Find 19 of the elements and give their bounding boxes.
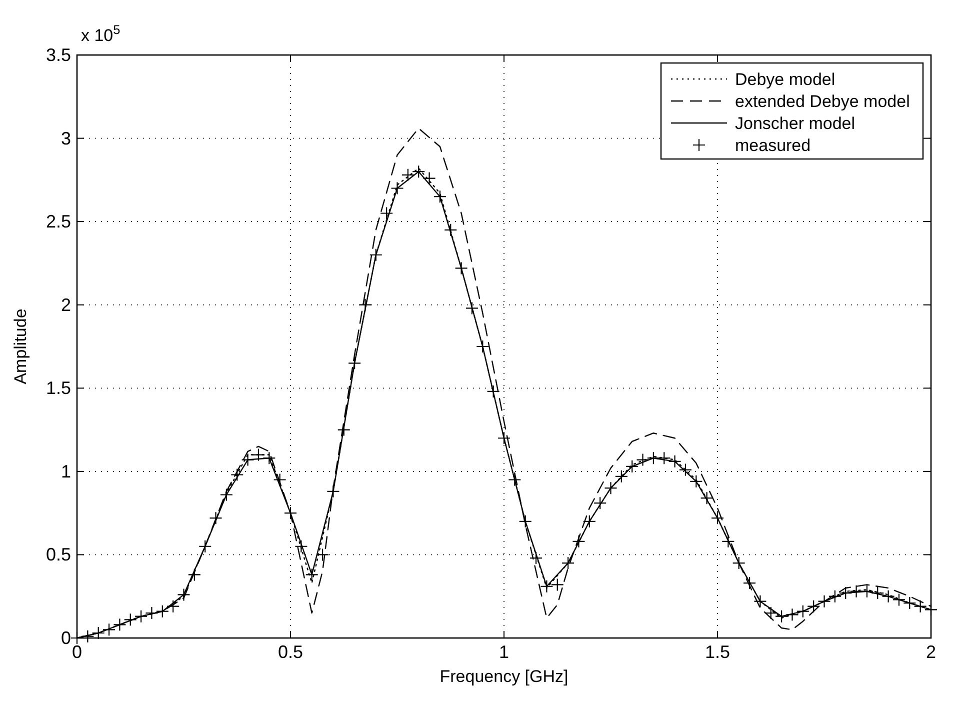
y-tick-label: 0	[60, 628, 71, 648]
legend-label: extended Debye model	[735, 92, 910, 111]
y-tick-label: 0.5	[46, 544, 71, 565]
x-axis-title: Frequency [GHz]	[440, 667, 568, 686]
y-tick-label: 3.5	[46, 45, 71, 65]
x-tick-label: 0.5	[278, 642, 304, 662]
x-tick-label: 2	[926, 642, 936, 662]
y-tick-label: 1.5	[46, 378, 71, 398]
legend-label: Jonscher model	[735, 114, 856, 133]
x-tick-label: 1.5	[704, 642, 730, 662]
y-tick-label: 3	[60, 128, 71, 148]
text: x 10$^{5}$	[81, 22, 120, 45]
y-axis-title: Amplitude	[11, 308, 30, 384]
y-tick-label: 2.5	[46, 212, 71, 232]
y-tick-label: 2	[60, 294, 71, 315]
legend-label: Debye model	[735, 70, 836, 89]
x-tick-label: 1	[498, 642, 510, 662]
legend-label: measured	[735, 136, 811, 155]
y-tick-label: 1	[60, 461, 71, 482]
